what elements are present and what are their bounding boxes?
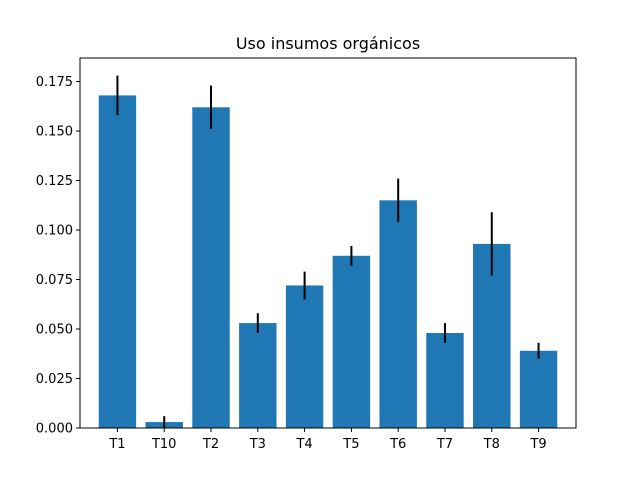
y-tick-label: 0.100 xyxy=(36,224,73,239)
y-axis-ticks: 0.000 0.025 0.050 0.075 0.100 0.125 0.150 0.175 xyxy=(36,75,80,437)
bar-t9 xyxy=(519,350,558,428)
plot-frame xyxy=(79,57,577,429)
x-tick-label: T10 xyxy=(151,437,176,452)
bar-t1 xyxy=(98,95,137,428)
y-tick-label: 0.075 xyxy=(36,273,73,288)
x-tick-label: T8 xyxy=(483,437,500,452)
bar-t6 xyxy=(379,200,417,428)
bar-t2 xyxy=(192,107,230,429)
x-tick-label: T6 xyxy=(389,437,406,452)
bar-t5 xyxy=(332,255,371,428)
x-tick-label: T3 xyxy=(249,437,266,452)
x-tick-label: T7 xyxy=(436,437,453,452)
bars-group xyxy=(98,95,558,429)
y-tick-label: 0.125 xyxy=(36,174,73,189)
x-tick-label: T1 xyxy=(108,437,125,452)
x-tick-label: T4 xyxy=(295,437,312,452)
bar-t4 xyxy=(285,285,324,428)
x-tick-label: T9 xyxy=(529,437,546,452)
error-bars-group xyxy=(116,75,540,428)
x-axis-ticks: T1 T10 T2 T3 T4 T5 T6 T7 T8 T9 xyxy=(108,428,547,452)
x-tick-label: T5 xyxy=(342,437,359,452)
x-tick-label: T2 xyxy=(202,437,219,452)
bar-t3 xyxy=(239,323,277,428)
y-tick-label: 0.025 xyxy=(36,372,73,387)
chart-title: Uso insumos orgánicos xyxy=(236,34,420,53)
y-tick-label: 0.000 xyxy=(36,422,73,437)
y-tick-label: 0.175 xyxy=(36,75,73,90)
y-tick-label: 0.150 xyxy=(36,125,73,140)
bar-t7 xyxy=(426,332,464,428)
y-tick-label: 0.050 xyxy=(36,323,73,338)
